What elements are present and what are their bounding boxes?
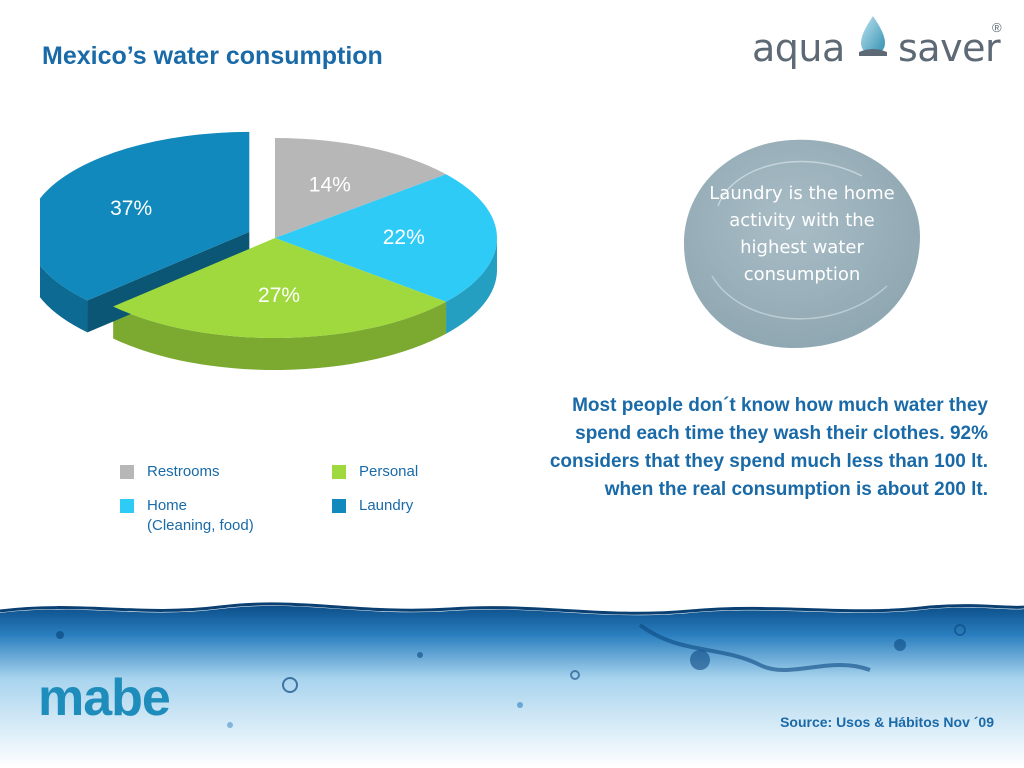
pie-slice-laundry bbox=[40, 131, 250, 301]
pie-slice-home bbox=[275, 174, 498, 302]
mabe-logo: mabe bbox=[38, 669, 171, 727]
legend-swatch-personal bbox=[332, 465, 346, 479]
legend-item-personal: Personal bbox=[332, 462, 418, 482]
legend-item-laundry: Laundry bbox=[332, 496, 413, 516]
pie-side-home bbox=[446, 238, 497, 334]
pie-chart: 14% 22% 27% 37% bbox=[40, 131, 498, 370]
pie-tops bbox=[40, 131, 498, 338]
data-label-laundry: 37% bbox=[110, 197, 152, 220]
water-drop-icon bbox=[859, 16, 887, 56]
registered-mark: ® bbox=[992, 20, 1002, 35]
legend-swatch-laundry bbox=[332, 499, 346, 513]
body-text: Most people don´t know how much water th… bbox=[549, 395, 988, 500]
data-label-restrooms: 14% bbox=[309, 174, 351, 197]
legend-label-personal: Personal bbox=[359, 463, 419, 480]
chart-legend: Restrooms Personal Home (Cleaning, food)… bbox=[120, 462, 460, 542]
legend-swatch-home bbox=[120, 499, 134, 513]
legend-swatch-restrooms bbox=[120, 465, 134, 479]
logo-text-left: aqua bbox=[752, 26, 845, 70]
legend-item-restrooms: Restrooms bbox=[120, 462, 220, 482]
legend-label-restrooms: Restrooms bbox=[147, 463, 220, 480]
legend-item-home: Home (Cleaning, food) bbox=[120, 496, 254, 536]
logo-text-right: saver bbox=[898, 26, 1001, 70]
source-note: Source: Usos & Hábitos Nov ´09 bbox=[780, 714, 994, 730]
pie-slice-restrooms bbox=[275, 138, 447, 238]
data-label-personal: 27% bbox=[258, 284, 300, 307]
data-label-home: 22% bbox=[383, 226, 425, 249]
pie-slice-personal bbox=[113, 238, 447, 338]
callout-bubble bbox=[684, 139, 920, 348]
aqua-saver-logo: aqua saver ® bbox=[752, 14, 1007, 72]
water-background bbox=[0, 602, 1024, 768]
legend-label-home: Home (Cleaning, food) bbox=[147, 497, 254, 534]
pie-labels: 14% 22% 27% 37% bbox=[110, 174, 425, 307]
page-title: Mexico’s water consumption bbox=[42, 42, 383, 70]
legend-label-laundry: Laundry bbox=[359, 497, 414, 514]
pie-side-laundry bbox=[40, 265, 88, 333]
callout-text: Laundry is the home activity with the hi… bbox=[709, 183, 895, 285]
pie-side-personal bbox=[113, 301, 447, 370]
